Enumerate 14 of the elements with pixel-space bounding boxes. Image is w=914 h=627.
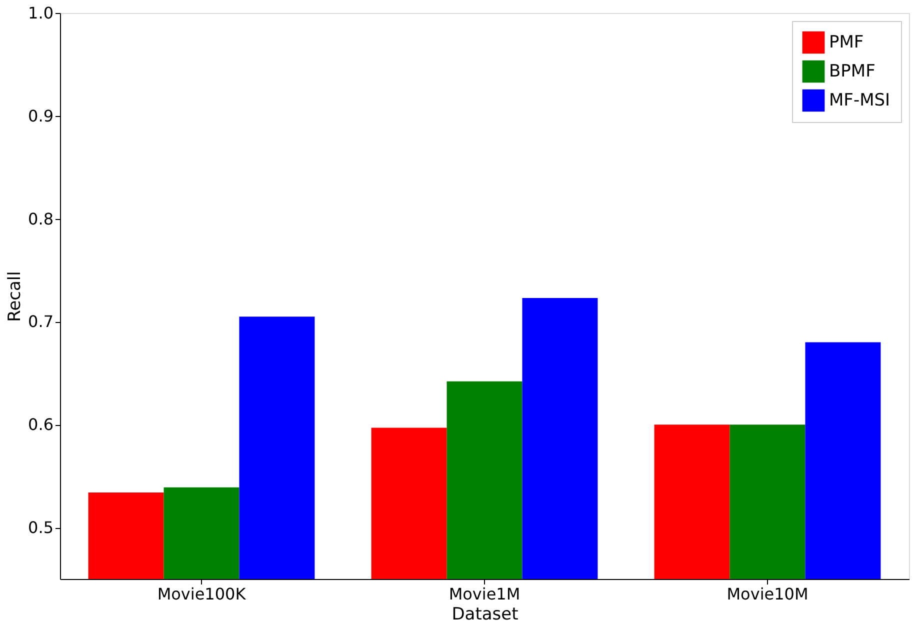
y-tick-label: 0.5 xyxy=(28,518,54,538)
y-tick-label: 0.8 xyxy=(28,209,54,228)
y-tick-label: 0.7 xyxy=(28,312,54,332)
x-tick-label: Movie100K xyxy=(157,584,246,604)
y-tick-label: 0.6 xyxy=(28,415,54,434)
legend-label: MF-MSI xyxy=(829,90,890,110)
x-tick-label: Movie10M xyxy=(726,584,808,604)
legend-label: BPMF xyxy=(829,62,876,82)
y-tick-label: 1.0 xyxy=(28,4,54,22)
x-axis-title: Dataset xyxy=(452,604,519,624)
legend-label: PMF xyxy=(829,32,864,52)
y-tick-label: 0.9 xyxy=(28,106,54,126)
x-tick-label: Movie1M xyxy=(448,584,520,604)
y-axis-title: Recall xyxy=(5,271,26,322)
